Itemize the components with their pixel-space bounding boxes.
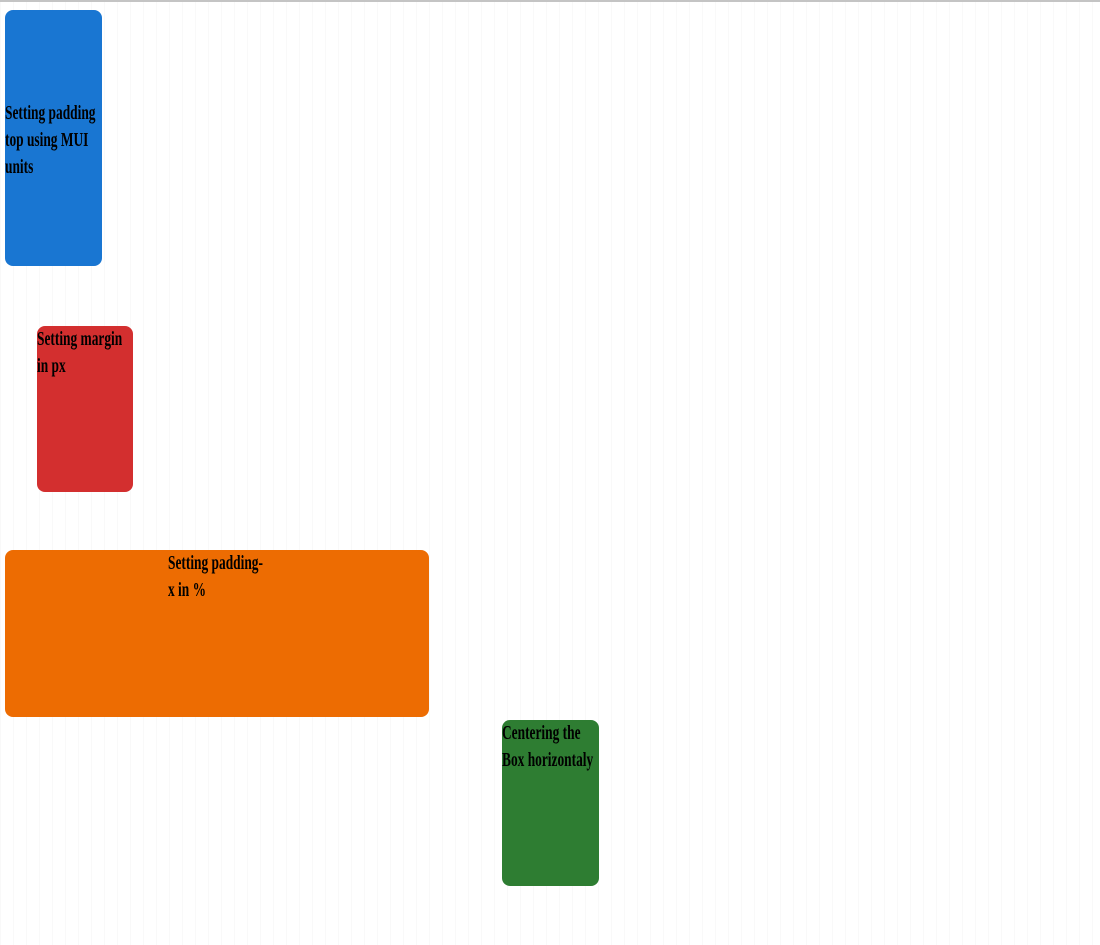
- demo-box-label: Centering the Box horizontaly: [502, 722, 594, 771]
- demo-box-centering-horizontally: Centering the Box horizontaly: [502, 720, 599, 886]
- demo-box-margin-in-px: Setting margin in px: [37, 326, 133, 492]
- top-divider-line: [0, 0, 1100, 2]
- demo-box-padding-x-percent: Setting padding- x in %: [5, 550, 429, 717]
- demo-box-label: Setting padding- x in %: [168, 552, 263, 601]
- demo-box-label: Setting margin in px: [37, 328, 123, 377]
- demo-box-label: Setting padding top using MUI units: [5, 102, 96, 178]
- demo-box-padding-top-mui-units: Setting padding top using MUI units: [5, 10, 102, 266]
